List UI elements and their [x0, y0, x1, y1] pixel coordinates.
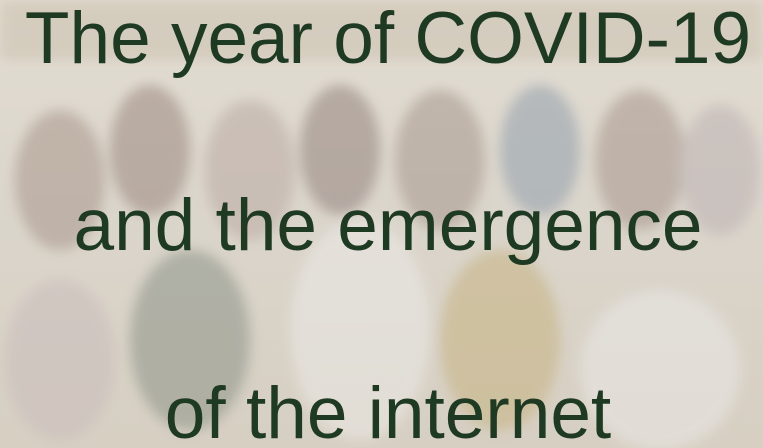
title-line: of the internet — [165, 373, 611, 448]
title-line: The year of COVID-19 — [25, 0, 751, 79]
title-line: and the emergence — [73, 185, 702, 266]
